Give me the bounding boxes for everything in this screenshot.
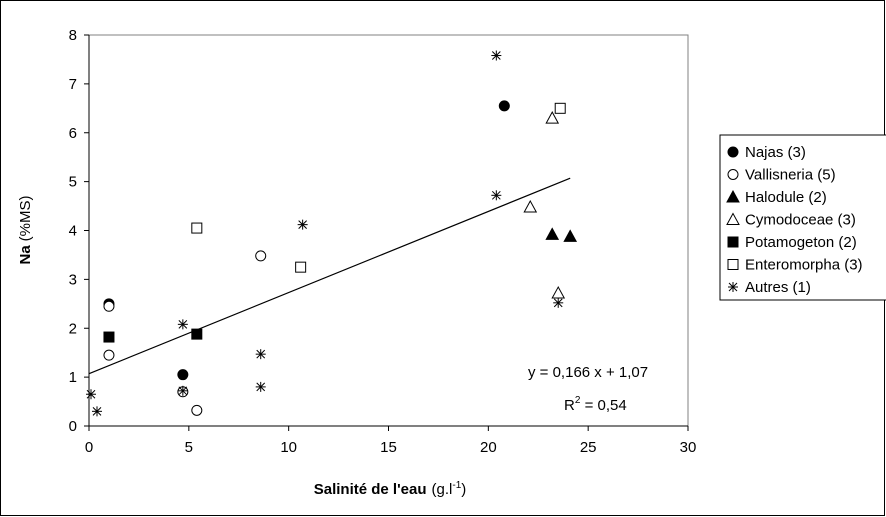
x-tick-label: 25 [580, 439, 597, 456]
data-point [295, 261, 307, 273]
data-point [523, 199, 538, 213]
r2-sup: 2 [575, 395, 581, 406]
legend-label: Autres (1) [745, 279, 811, 296]
y-axis-unit: (%MS) [17, 195, 34, 241]
legend-label: Vallisneria (5) [745, 167, 836, 184]
legend-marker [727, 146, 739, 158]
legend-marker [728, 282, 738, 292]
y-tick-label: 3 [69, 271, 77, 288]
y-tick-label: 2 [69, 320, 77, 337]
data-point [297, 219, 308, 230]
trendline-layer [88, 177, 571, 375]
data-point [103, 349, 115, 361]
legend-marker [727, 169, 739, 180]
trendline [88, 177, 571, 375]
y-tick-label: 1 [69, 369, 77, 386]
data-point [545, 227, 560, 240]
data-point [491, 190, 502, 201]
x-axis-unit-end: ) [461, 481, 466, 498]
x-tick-label: 15 [380, 439, 397, 456]
r2-label: R2 = 0,54 [564, 395, 627, 414]
data-point [491, 50, 502, 61]
x-tick-label: 20 [480, 439, 497, 456]
x-axis-title: Salinité de l'eau (g.l-1) [314, 480, 467, 498]
r2-prefix: R [564, 397, 575, 414]
y-axis-label: Na [17, 245, 34, 265]
data-point [545, 111, 560, 124]
r2-suffix: = 0,54 [580, 397, 626, 414]
legend-marker [727, 259, 739, 270]
y-tick-label: 5 [69, 174, 77, 191]
legend-box [719, 134, 886, 301]
y-tick-label: 0 [69, 418, 77, 435]
x-tick-label: 5 [185, 439, 193, 456]
legend-item: Najas (3) [727, 144, 806, 161]
data-point [103, 331, 115, 343]
legend-label: Halodule (2) [745, 189, 827, 206]
legend-item: Cymodoceae (3) [726, 212, 856, 229]
legend-marker [726, 212, 740, 225]
legend: Najas (3) Vallisneria (5) Halodule (2) Cymo… [719, 134, 886, 301]
legend-label: Enteromorpha (3) [745, 257, 863, 274]
legend-label: Najas (3) [745, 144, 806, 161]
data-point [177, 385, 188, 396]
legend-label: Cymodoceae (3) [745, 212, 856, 229]
equation-label: y = 0,166 x + 1,07 [528, 364, 648, 381]
data-point [255, 381, 266, 392]
x-tick-label: 30 [680, 439, 697, 456]
legend-item: Enteromorpha (3) [727, 257, 863, 274]
data-point [191, 404, 203, 416]
x-axis-unit: (g.l [432, 481, 453, 498]
y-tick-label: 4 [69, 223, 77, 240]
data-point [191, 328, 203, 340]
data-point [103, 300, 115, 312]
legend-item: Halodule (2) [726, 189, 827, 206]
y-axis-title: Na (%MS) [17, 195, 34, 264]
x-axis-label: Salinité de l'eau [314, 481, 427, 498]
data-point [85, 389, 96, 400]
data-point [177, 369, 189, 381]
x-axis-unit-sup: -1 [452, 480, 461, 491]
y-tick-label: 6 [69, 125, 77, 142]
x-tick-label: 10 [280, 439, 297, 456]
x-tick-label: 0 [85, 439, 93, 456]
data-point [498, 100, 510, 112]
legend-item: Autres (1) [728, 279, 811, 296]
data-point [191, 222, 203, 234]
y-tick-label: 8 [69, 27, 77, 44]
data-point [255, 250, 267, 262]
legend-items: Najas (3) Vallisneria (5) Halodule (2) Cymo… [726, 144, 863, 296]
legend-marker [727, 236, 739, 248]
data-point [553, 297, 564, 308]
data-point [554, 102, 566, 114]
data-point [91, 406, 102, 417]
legend-label: Potamogeton (2) [745, 234, 857, 251]
legend-item: Potamogeton (2) [727, 234, 857, 251]
axes: 0 1 2 3 4 5 6 7 8 0 5 10 15 20 25 30 [69, 27, 697, 456]
legend-marker [726, 189, 740, 203]
y-tick-label: 7 [69, 76, 77, 93]
data-point [255, 349, 266, 360]
data-point [563, 229, 578, 242]
legend-item: Vallisneria (5) [727, 167, 836, 184]
plot-area [88, 34, 689, 427]
data-point [177, 319, 188, 330]
data-points [85, 50, 578, 417]
